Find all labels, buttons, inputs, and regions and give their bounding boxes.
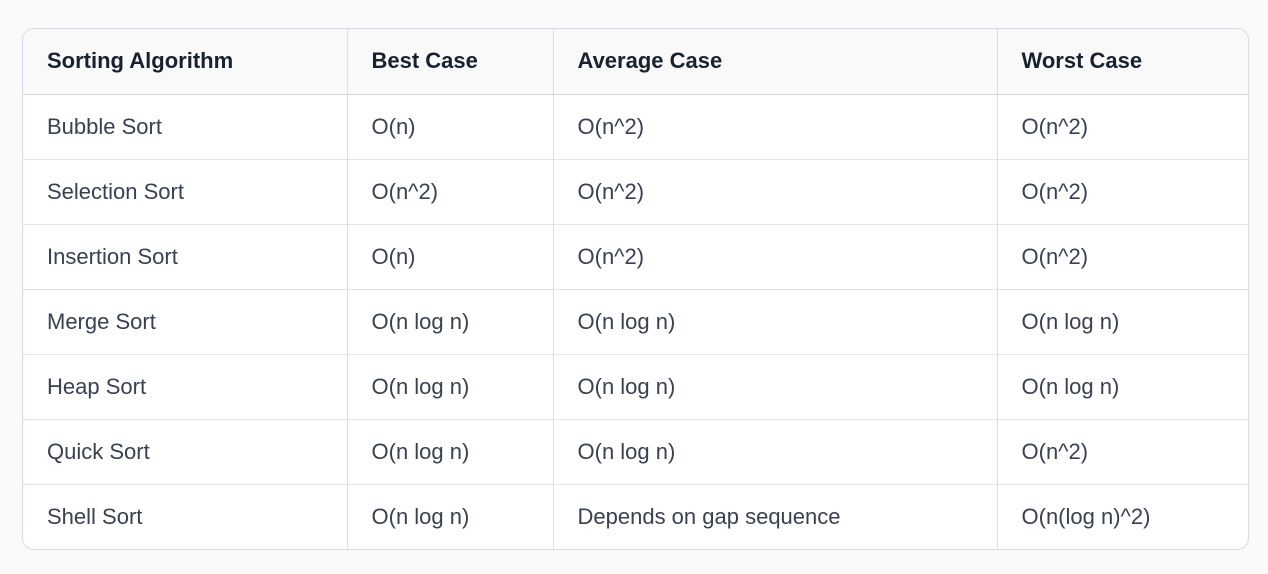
cell-algorithm: Shell Sort [23,483,348,549]
cell-worst-case: O(n log n) [997,288,1248,354]
cell-algorithm: Bubble Sort [23,94,348,159]
column-header-sorting-algorithm: Sorting Algorithm [23,29,348,95]
cell-best-case: O(n log n) [347,353,554,419]
cell-worst-case: O(n^2) [997,158,1248,224]
cell-algorithm: Merge Sort [23,288,348,354]
table-row-quick-sort: Quick Sort O(n log n) O(n log n) O(n^2) [23,418,1248,484]
header-row: Sorting Algorithm Best Case Average Case… [23,29,1248,95]
cell-best-case: O(n log n) [347,483,554,549]
table-row-bubble-sort: Bubble Sort O(n) O(n^2) O(n^2) [23,94,1248,159]
column-header-best-case: Best Case [347,29,554,95]
table-row-insertion-sort: Insertion Sort O(n) O(n^2) O(n^2) [23,223,1248,289]
cell-worst-case: O(n^2) [997,94,1248,159]
cell-worst-case: O(n^2) [997,418,1248,484]
table-row-shell-sort: Shell Sort O(n log n) Depends on gap seq… [23,483,1248,549]
cell-average-case: O(n^2) [553,94,998,159]
cell-algorithm: Heap Sort [23,353,348,419]
cell-best-case: O(n log n) [347,418,554,484]
cell-average-case: O(n^2) [553,223,998,289]
cell-best-case: O(n) [347,223,554,289]
table-header: Sorting Algorithm Best Case Average Case… [23,29,1248,95]
cell-algorithm: Selection Sort [23,158,348,224]
cell-worst-case: O(n(log n)^2) [997,483,1248,549]
cell-average-case: O(n log n) [553,418,998,484]
cell-algorithm: Quick Sort [23,418,348,484]
cell-worst-case: O(n log n) [997,353,1248,419]
column-header-average-case: Average Case [553,29,998,95]
column-header-worst-case: Worst Case [997,29,1248,95]
table-row-selection-sort: Selection Sort O(n^2) O(n^2) O(n^2) [23,158,1248,224]
table-body: Bubble Sort O(n) O(n^2) O(n^2) Selection… [23,94,1248,549]
cell-best-case: O(n log n) [347,288,554,354]
cell-best-case: O(n) [347,94,554,159]
cell-average-case: O(n log n) [553,353,998,419]
cell-worst-case: O(n^2) [997,223,1248,289]
cell-best-case: O(n^2) [347,158,554,224]
cell-average-case: O(n log n) [553,288,998,354]
cell-average-case: O(n^2) [553,158,998,224]
table-row-merge-sort: Merge Sort O(n log n) O(n log n) O(n log… [23,288,1248,354]
table-row-heap-sort: Heap Sort O(n log n) O(n log n) O(n log … [23,353,1248,419]
cell-algorithm: Insertion Sort [23,223,348,289]
cell-average-case: Depends on gap sequence [553,483,998,549]
complexity-table-container: Sorting Algorithm Best Case Average Case… [22,28,1249,550]
sorting-complexity-table: Sorting Algorithm Best Case Average Case… [23,29,1248,549]
